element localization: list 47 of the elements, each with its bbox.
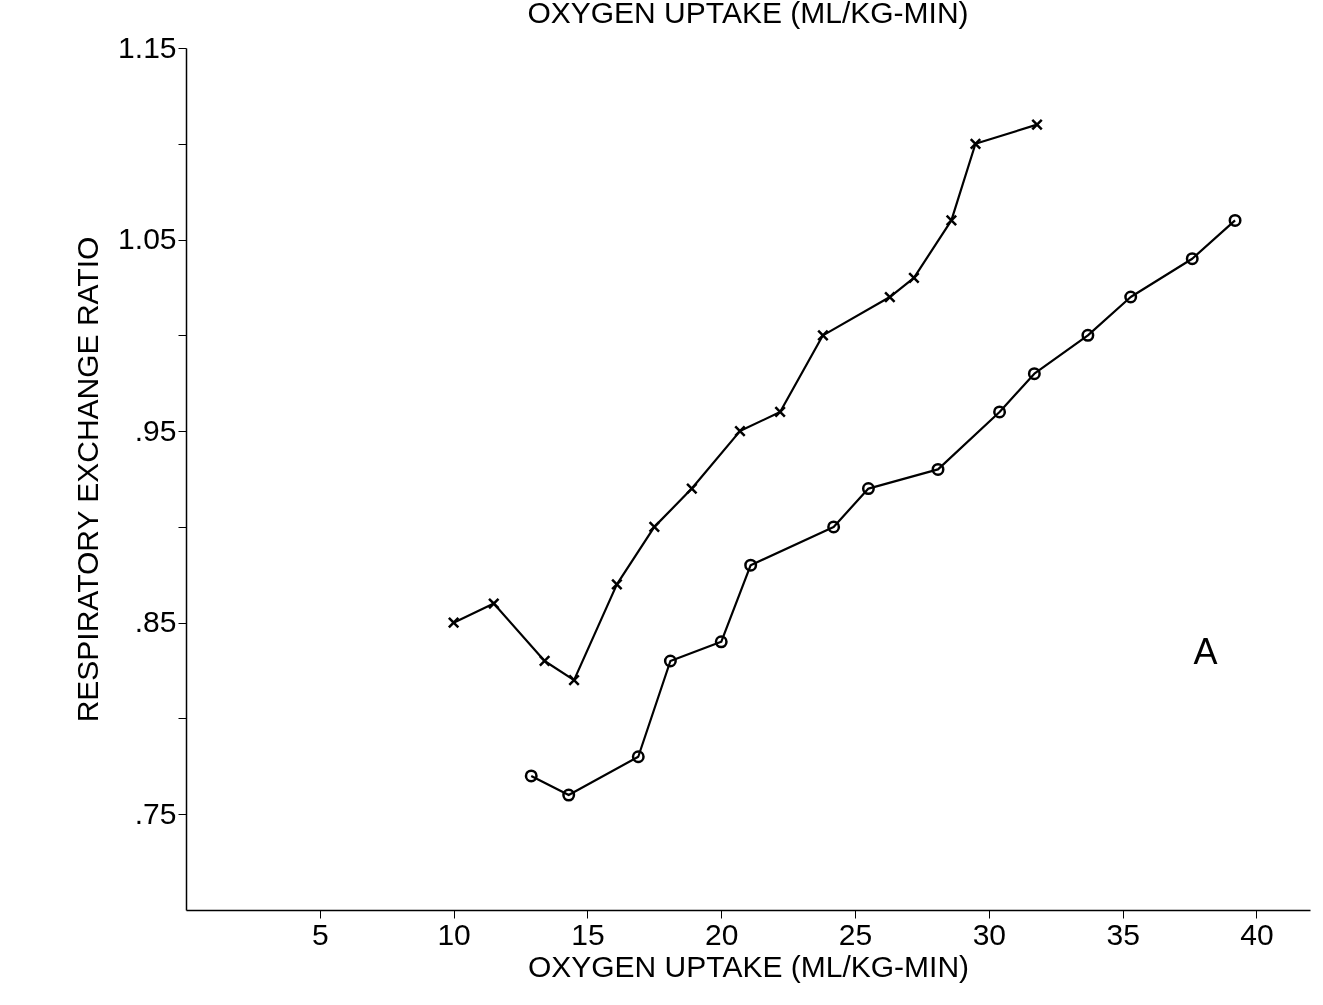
y-tick-label: 1.15 [118,30,177,64]
point [1185,252,1199,266]
x-tick-label: 15 [571,917,605,951]
point [1027,367,1041,381]
point [610,578,623,591]
x-tick-label: 25 [838,917,873,951]
x-tick-label: 20 [705,917,739,951]
point [538,654,551,667]
x-tick-label: 10 [437,917,471,951]
point [714,635,728,649]
point [931,462,945,476]
point [744,558,758,572]
point [733,425,746,438]
point [816,329,829,342]
point [663,654,677,668]
x-tick-label: 5 [311,917,329,951]
annotation: A [1193,631,1218,673]
point [568,674,581,687]
point [631,750,645,764]
point [1228,213,1242,227]
point [685,482,698,495]
point [562,788,576,802]
point [945,214,958,227]
y-tick-label: .75 [134,796,177,830]
point [524,769,538,783]
point [827,520,841,534]
point [648,520,661,533]
y-axis-title: RESPIRATORY EXCHANGE RATIO [71,236,105,723]
point [907,271,920,284]
x-tick-label: 35 [1106,917,1140,951]
point [1081,328,1095,342]
x-tick-label: 40 [1240,917,1274,951]
point [1031,118,1044,131]
y-tick-label: .85 [134,605,177,639]
y-tick-label: .95 [134,413,177,447]
point [447,616,460,629]
x-tick-label: 30 [972,917,1007,951]
point [861,482,875,496]
y-tick-label: 1.05 [118,222,177,256]
point [1124,290,1138,304]
text: OXYGEN UPTAKE (ML/KG-MIN) [527,0,969,29]
point [993,405,1007,419]
point [969,137,982,150]
point [883,291,896,304]
point [487,597,500,610]
point [774,405,787,418]
x-axis-title: OXYGEN UPTAKE (ML/KG-MIN) [527,949,970,983]
